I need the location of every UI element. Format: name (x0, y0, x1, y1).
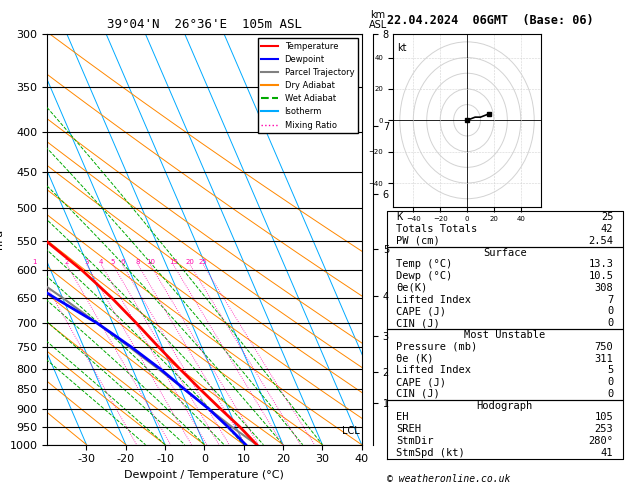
Text: CAPE (J): CAPE (J) (396, 307, 446, 316)
Text: CIN (J): CIN (J) (396, 389, 440, 399)
Text: 311: 311 (594, 353, 613, 364)
Text: 22.04.2024  06GMT  (Base: 06): 22.04.2024 06GMT (Base: 06) (387, 14, 593, 27)
Text: kt: kt (397, 43, 407, 53)
Text: 1: 1 (32, 259, 37, 265)
Text: θe(K): θe(K) (396, 283, 428, 293)
Text: 6: 6 (120, 259, 125, 265)
Text: 750: 750 (594, 342, 613, 352)
Text: 8: 8 (136, 259, 140, 265)
Text: 0: 0 (607, 318, 613, 328)
Text: 20: 20 (186, 259, 194, 265)
Text: 105: 105 (594, 413, 613, 422)
Text: StmDir: StmDir (396, 436, 434, 446)
Text: Dewp (°C): Dewp (°C) (396, 271, 452, 281)
Text: Lifted Index: Lifted Index (396, 295, 471, 305)
Text: Surface: Surface (483, 247, 526, 258)
Text: Hodograph: Hodograph (477, 400, 533, 411)
Text: 10: 10 (146, 259, 155, 265)
Text: 3: 3 (84, 259, 89, 265)
Text: SREH: SREH (396, 424, 421, 434)
Text: Most Unstable: Most Unstable (464, 330, 545, 340)
Text: K: K (396, 212, 403, 222)
Title: 39°04'N  26°36'E  105m ASL: 39°04'N 26°36'E 105m ASL (107, 18, 302, 32)
Text: CAPE (J): CAPE (J) (396, 377, 446, 387)
Text: LCL: LCL (342, 426, 360, 436)
Text: 10.5: 10.5 (588, 271, 613, 281)
Text: 13.3: 13.3 (588, 260, 613, 269)
Y-axis label: hPa: hPa (0, 229, 4, 249)
Text: 4: 4 (99, 259, 104, 265)
Text: 5: 5 (607, 365, 613, 375)
Text: PW (cm): PW (cm) (396, 236, 440, 246)
Text: θe (K): θe (K) (396, 353, 434, 364)
Text: 308: 308 (594, 283, 613, 293)
Text: CIN (J): CIN (J) (396, 318, 440, 328)
Text: 2: 2 (65, 259, 69, 265)
Text: 15: 15 (169, 259, 178, 265)
Text: 280°: 280° (588, 436, 613, 446)
Legend: Temperature, Dewpoint, Parcel Trajectory, Dry Adiabat, Wet Adiabat, Isotherm, Mi: Temperature, Dewpoint, Parcel Trajectory… (258, 38, 357, 133)
Text: 253: 253 (594, 424, 613, 434)
Text: 0: 0 (607, 307, 613, 316)
X-axis label: Dewpoint / Temperature (°C): Dewpoint / Temperature (°C) (125, 470, 284, 480)
Text: 25: 25 (601, 212, 613, 222)
Text: 42: 42 (601, 224, 613, 234)
Text: 0: 0 (607, 389, 613, 399)
Text: km
ASL: km ASL (369, 10, 387, 30)
Text: Lifted Index: Lifted Index (396, 365, 471, 375)
Text: Pressure (mb): Pressure (mb) (396, 342, 477, 352)
Text: 41: 41 (601, 448, 613, 458)
Text: 7: 7 (607, 295, 613, 305)
Text: 5: 5 (111, 259, 115, 265)
Text: 0: 0 (607, 377, 613, 387)
Text: © weatheronline.co.uk: © weatheronline.co.uk (387, 473, 510, 484)
Text: 25: 25 (199, 259, 208, 265)
Text: EH: EH (396, 413, 409, 422)
Text: Totals Totals: Totals Totals (396, 224, 477, 234)
Text: Temp (°C): Temp (°C) (396, 260, 452, 269)
Text: 2.54: 2.54 (588, 236, 613, 246)
Text: StmSpd (kt): StmSpd (kt) (396, 448, 465, 458)
